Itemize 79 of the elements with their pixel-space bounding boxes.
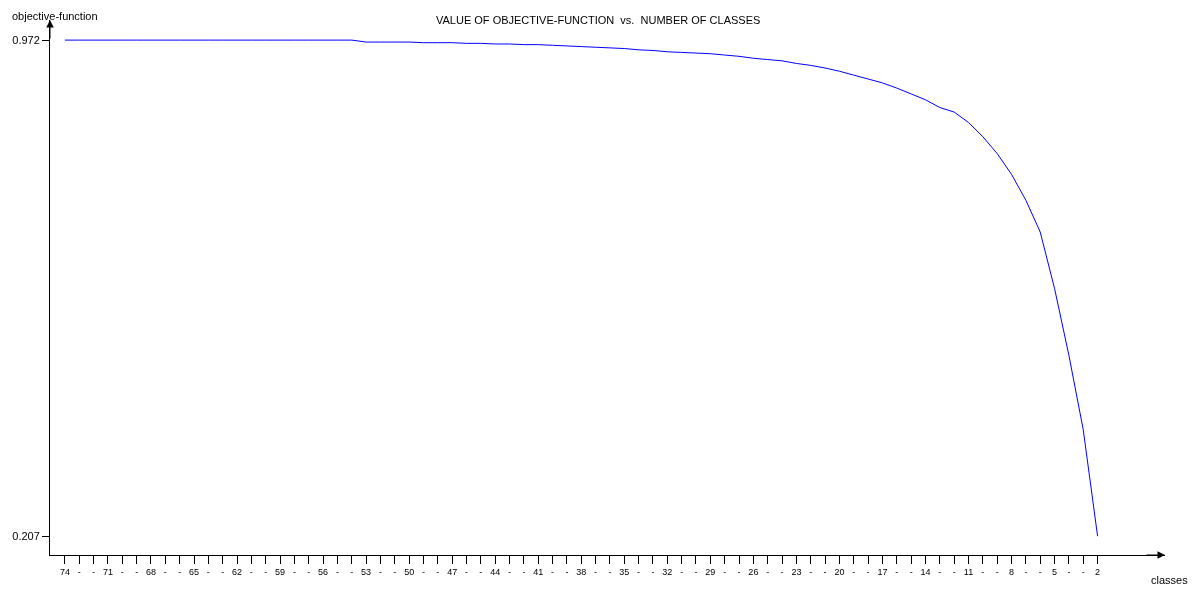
chart-title: VALUE OF OBJECTIVE-FUNCTION vs. NUMBER OF CLASSES [436, 14, 761, 26]
x-tick-label: - [809, 566, 813, 577]
x-tick-label: 2 [1095, 566, 1101, 577]
x-tick-label: 71 [102, 566, 113, 577]
x-tick-label: - [737, 566, 741, 577]
x-tick-label: 50 [404, 566, 415, 577]
x-tick-label: 26 [748, 566, 759, 577]
x-tick-label: - [479, 566, 483, 577]
x-tick-label: - [1024, 566, 1028, 577]
x-tick-label: - [952, 566, 956, 577]
x-tick-label: - [120, 566, 124, 577]
x-tick-label: 53 [361, 566, 372, 577]
x-tick-label: 29 [705, 566, 716, 577]
x-tick-label: - [178, 566, 182, 577]
x-tick-label: - [92, 566, 96, 577]
x-axis-title: classes [1151, 574, 1189, 586]
x-tick-label: - [895, 566, 899, 577]
x-tick-label: - [1038, 566, 1042, 577]
x-tick-label: - [938, 566, 942, 577]
x-tick-label: - [766, 566, 770, 577]
x-tick-label: - [866, 566, 870, 577]
x-tick-label: 65 [188, 566, 200, 577]
x-tick-label: - [292, 566, 296, 577]
x-tick-label: - [421, 566, 425, 577]
x-tick-label: 14 [920, 566, 931, 577]
x-tick-label: - [378, 566, 382, 577]
x-tick-label: 20 [834, 566, 845, 577]
x-tick-label: 35 [619, 566, 630, 577]
x-tick-label: 8 [1009, 566, 1015, 577]
x-tick-label: - [206, 566, 210, 577]
x-tick-label: - [852, 566, 856, 577]
x-tick-label: - [723, 566, 727, 577]
x-tick-label: 11 [963, 566, 974, 577]
x-tick-label: 74 [59, 566, 70, 577]
x-tick-label: - [350, 566, 354, 577]
x-tick-label: 32 [662, 566, 673, 577]
x-tick-label: 62 [232, 566, 243, 577]
x-tick-label: - [995, 566, 999, 577]
x-tick-label: - [551, 566, 555, 577]
x-tick-label: - [565, 566, 569, 577]
x-tick-label: - [335, 566, 339, 577]
x-tick-label: - [436, 566, 440, 577]
x-tick-label: 44 [490, 566, 501, 577]
x-tick-label: - [1067, 566, 1071, 577]
x-tick-label: - [680, 566, 684, 577]
x-tick-label: - [465, 566, 469, 577]
x-tick-label: - [249, 566, 253, 577]
y-tick-label: 0.207 [12, 530, 40, 543]
x-tick-label: - [508, 566, 512, 577]
x-tick-label: - [637, 566, 641, 577]
x-tick-label: - [522, 566, 526, 577]
x-tick-label: - [823, 566, 827, 577]
y-tick-label: 0.972 [12, 33, 40, 46]
x-tick-label: - [264, 566, 268, 577]
x-tick-label: 68 [145, 566, 156, 577]
x-tick-label: - [780, 566, 784, 577]
line-series [64, 39, 1099, 537]
x-tick-label: - [221, 566, 225, 577]
x-tick-label: - [77, 566, 81, 577]
x-tick-label: 17 [877, 566, 888, 577]
x-tick-label: - [594, 566, 598, 577]
x-tick-label: - [393, 566, 397, 577]
x-tick-label: 38 [576, 566, 587, 577]
x-tick-label: - [1081, 566, 1085, 577]
x-tick-label: - [981, 566, 985, 577]
x-tick-label: - [651, 566, 655, 577]
x-tick-label: - [909, 566, 913, 577]
x-tick-label: 56 [318, 566, 329, 577]
y-axis-title: objective-function [12, 10, 98, 22]
x-tick-label: 59 [275, 566, 286, 577]
x-tick-label: - [307, 566, 311, 577]
x-tick-label: 41 [533, 566, 544, 577]
x-tick-label: 5 [1052, 566, 1058, 577]
x-tick-label: - [694, 566, 698, 577]
x-tick-label: 47 [447, 566, 458, 577]
x-tick-label: 23 [791, 566, 802, 577]
x-tick-label: - [135, 566, 139, 577]
x-tick-label: - [163, 566, 167, 577]
x-tick-label: - [608, 566, 612, 577]
